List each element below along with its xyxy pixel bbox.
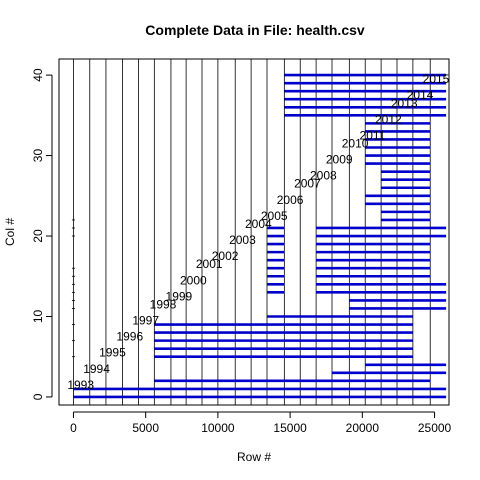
- year-label: 1997: [132, 314, 159, 328]
- year-label: 2007: [294, 177, 321, 191]
- y-axis-label: Col #: [3, 218, 17, 246]
- year-label: 1998: [150, 297, 177, 311]
- year-label: 2009: [326, 153, 353, 167]
- year-label: 2006: [277, 193, 304, 207]
- year-label: 1993: [67, 378, 94, 392]
- year-label: 1994: [83, 362, 110, 376]
- year-gridlines: [73, 59, 431, 405]
- year-label: 2013: [391, 96, 418, 110]
- x-tick-label: 25000: [418, 421, 452, 435]
- year-label: 1999: [166, 289, 193, 303]
- y-tick-label: 40: [31, 68, 45, 82]
- year-label: 2008: [310, 169, 337, 183]
- year-label: 2010: [342, 137, 369, 151]
- year-label: 2004: [245, 217, 272, 231]
- year-label: 2000: [180, 273, 207, 287]
- year-label: 1995: [99, 346, 126, 360]
- y-tick-label: 30: [31, 149, 45, 163]
- x-tick-label: 0: [70, 421, 77, 435]
- chart-title: Complete Data in File: health.csv: [145, 22, 365, 38]
- year-label: 2011: [360, 128, 386, 142]
- year-label: 2001: [196, 257, 223, 271]
- year-label: 2014: [407, 88, 434, 102]
- x-tick-label: 10000: [201, 421, 235, 435]
- data-points: [71, 219, 75, 358]
- y-tick-label: 0: [31, 393, 45, 400]
- year-label: 2012: [375, 112, 402, 126]
- year-label: 2005: [261, 209, 288, 223]
- y-axis: 0 10 20 30 40: [31, 68, 53, 400]
- x-tick-label: 15000: [273, 421, 307, 435]
- x-axis: 0 5000 10000 15000 20000 25000: [70, 411, 452, 435]
- data-segments: [73, 73, 447, 399]
- x-axis-label: Row #: [237, 450, 271, 464]
- year-label: 2015: [423, 72, 450, 86]
- year-label: 2003: [229, 233, 256, 247]
- x-tick-label: 20000: [346, 421, 380, 435]
- plot-frame: [58, 58, 450, 406]
- year-label: 1996: [116, 330, 143, 344]
- y-tick-label: 10: [31, 309, 45, 323]
- x-tick-label: 5000: [132, 421, 159, 435]
- year-label: 2002: [212, 249, 239, 263]
- y-tick-label: 20: [31, 229, 45, 243]
